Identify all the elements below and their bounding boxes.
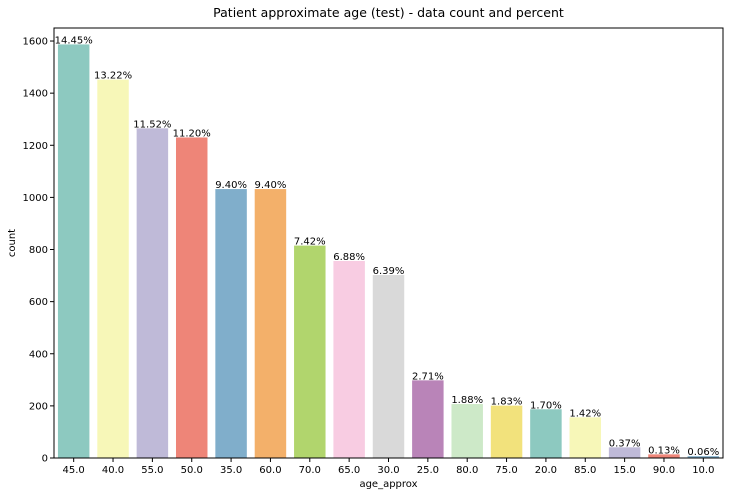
bar-percent-label: 7.42% [294,237,326,248]
bar-percent-label: 2.71% [412,371,444,382]
x-tick-label: 50.0 [181,465,203,476]
bar-35.0 [215,189,247,458]
x-tick-label: 90.0 [653,465,675,476]
bar-10.0 [687,456,720,458]
bar-percent-label: 11.20% [173,128,211,139]
bar-75.0 [490,405,523,458]
bar-percent-label: 0.13% [648,445,680,456]
x-axis-label: age_approx [359,479,417,490]
x-tick-label: 60.0 [259,465,281,476]
x-tick-label: 30.0 [377,465,399,476]
chart-title: Patient approximate age (test) - data co… [213,5,564,20]
x-axis: 45.0 40.0 55.0 50.0 35.0 60.0 70.0 65.0 30.0 25.0… [63,458,714,476]
bar-20.0 [530,409,562,458]
bar-percent-label: 1.88% [451,395,483,406]
x-tick-label: 10.0 [692,465,714,476]
y-axis-label: count [7,229,18,257]
y-tick-label: 1200 [23,141,48,152]
bar-80.0 [451,404,483,458]
bar-90.0 [648,454,680,458]
bar-percent-label: 0.06% [687,447,719,458]
bar-30.0 [372,275,405,458]
x-tick-label: 55.0 [141,465,163,476]
x-tick-label: 70.0 [299,465,321,476]
bar-60.0 [254,189,287,458]
bar-85.0 [569,417,602,458]
x-tick-label: 85.0 [574,465,596,476]
bar-percent-label: 9.40% [255,180,287,191]
y-tick-label: 200 [29,401,48,412]
y-axis: 0 200 400 600 800 1000 1200 1400 1600 [23,37,54,465]
bar-percent-label: 0.37% [609,438,641,449]
bar-percent-label: 1.70% [530,400,562,411]
bar-percent-label: 9.40% [215,180,247,191]
x-tick-label: 75.0 [495,465,517,476]
x-tick-label: 20.0 [535,465,557,476]
x-tick-label: 45.0 [63,465,85,476]
x-tick-label: 65.0 [338,465,360,476]
x-tick-label: 25.0 [417,465,439,476]
y-tick-label: 800 [29,245,48,256]
x-tick-label: 15.0 [613,465,635,476]
bar-percent-label: 1.42% [569,408,601,419]
y-tick-label: 1000 [23,193,48,204]
y-tick-label: 1400 [23,89,48,100]
bar-70.0 [294,245,326,458]
y-tick-label: 400 [29,349,48,360]
bar-percent-label: 11.52% [133,119,171,130]
bars-group: 14.45% 13.22% 11.52%11.20% 9.40% 9.40% 7.42% 6… [55,35,720,458]
bar-percent-label: 14.45% [55,35,93,46]
bar-15.0 [608,447,641,458]
bar-25.0 [412,380,444,458]
bar-40.0 [97,79,129,458]
x-tick-label: 80.0 [456,465,478,476]
y-tick-label: 600 [29,297,48,308]
bar-percent-label: 13.22% [94,71,132,82]
x-tick-label: 35.0 [220,465,242,476]
bar-percent-label: 6.88% [333,252,365,263]
x-tick-label: 40.0 [102,465,124,476]
bar-45.0 [57,44,90,458]
bar-65.0 [333,260,365,458]
bar-percent-label: 6.39% [373,266,405,277]
plot-frame [53,27,724,459]
bar-55.0 [136,128,169,459]
bar-percent-label: 1.83% [491,397,523,408]
y-tick-label: 1600 [23,37,48,48]
bar-50.0 [175,137,208,459]
y-tick-label: 0 [42,454,48,465]
